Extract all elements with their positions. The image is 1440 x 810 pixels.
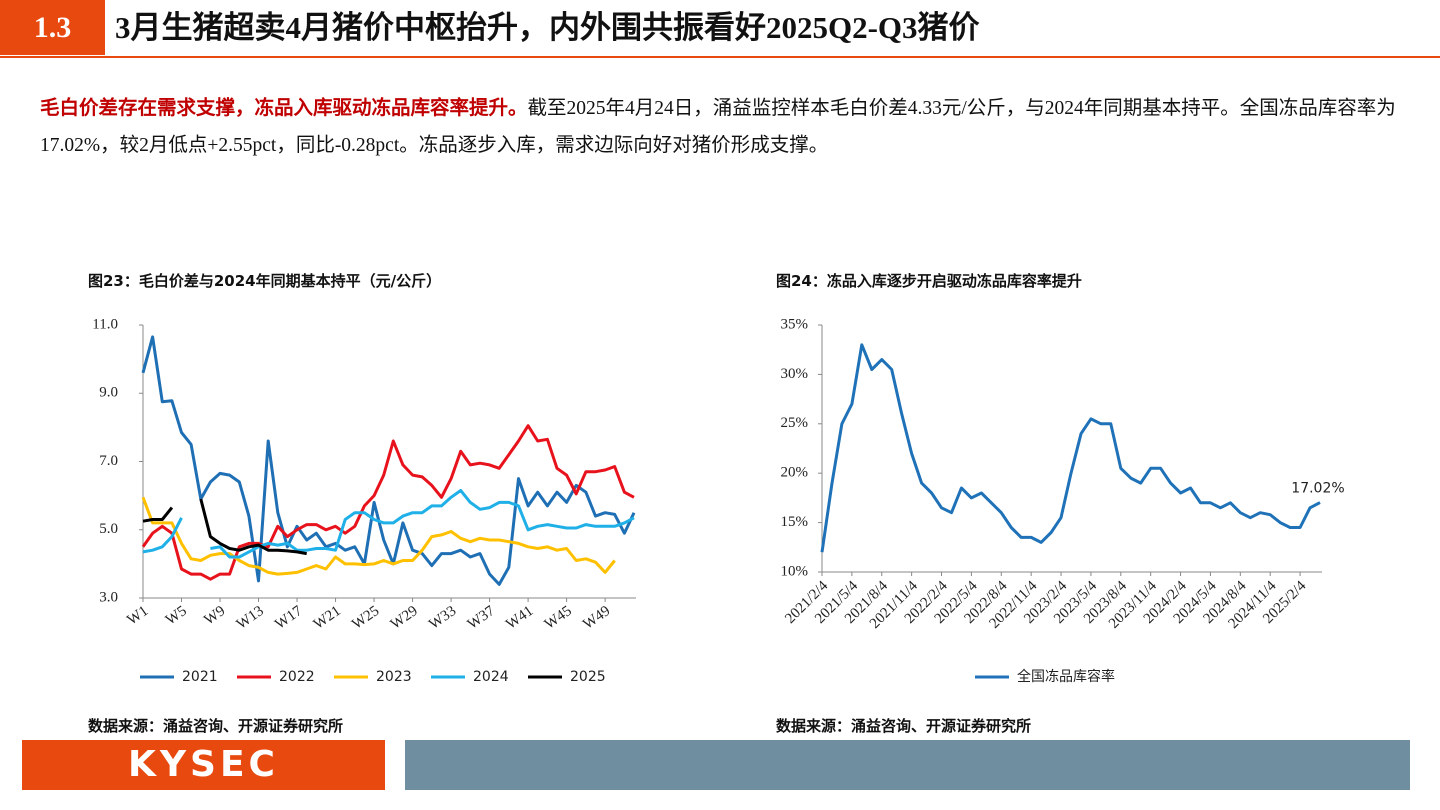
y-tick-label: 25% [781,415,809,431]
x-tick-label: W21 [311,603,344,633]
source-note: 数据来源：涌益咨询、开源证券研究所 [776,717,1032,735]
y-tick-label: 35% [781,316,809,332]
y-tick-label: 7.0 [99,453,118,469]
series-line [142,489,635,559]
legend-label: 全国冻品库容率 [1017,668,1115,685]
y-tick-label: 30% [781,366,809,382]
body-text: 截至2025年4月24日，涌益监控样本毛白价差4.33元/公斤，与2024年同期… [40,98,1396,156]
x-tick-label: W25 [349,603,382,633]
x-tick-label: W33 [426,603,459,633]
legend-label: 2024 [473,669,509,685]
chart-title: 图23：毛白价差与2024年同期基本持平（元/公斤） [88,272,442,290]
x-tick-label: W45 [542,603,575,633]
footer-bar [405,740,1410,790]
y-tick-label: 9.0 [99,385,118,401]
series-line [141,496,616,576]
series-line [142,498,307,556]
x-tick-label: W29 [388,603,421,633]
slide-title: 3月生猪超卖4月猪价中枢抬升，内外围共振看好2025Q2-Q3猪价 [115,10,980,45]
y-tick-label: 11.0 [92,316,118,332]
legend-label: 2025 [570,669,606,685]
lead-text: 毛白价差存在需求支撑，冻品入库驱动冻品库容率提升。 [40,98,528,119]
header-rule [0,56,1440,58]
chart-title: 图24：冻品入库逐步开启驱动冻品库容率提升 [776,272,1082,290]
legend-label: 2023 [376,669,412,685]
x-tick-label: W17 [272,603,305,633]
y-tick-label: 5.0 [99,521,118,537]
y-tick-label: 20% [781,465,809,481]
series-line [141,335,636,586]
series-line [820,343,1321,553]
x-tick-label: W9 [201,603,228,629]
x-tick-label: W13 [234,603,267,633]
y-tick-label: 15% [781,514,809,530]
data-label: 17.02% [1291,481,1344,497]
legend-label: 2022 [279,669,315,685]
x-tick-label: W49 [580,603,613,633]
y-tick-label: 3.0 [99,589,118,605]
paragraph: 毛白价差存在需求支撑，冻品入库驱动冻品库容率提升。截至2025年4月24日，涌益… [40,90,1400,164]
series-line [141,424,635,581]
section-number: 1.3 [0,0,105,55]
logo: KYSEC [22,740,385,790]
source-note: 数据来源：涌益咨询、开源证券研究所 [88,717,344,735]
x-tick-label: W41 [503,603,536,633]
x-tick-label: W5 [163,603,190,629]
y-tick-label: 10% [781,563,809,579]
x-tick-label: W37 [465,603,498,633]
legend-label: 2021 [182,669,218,685]
x-tick-label: W1 [124,603,151,629]
